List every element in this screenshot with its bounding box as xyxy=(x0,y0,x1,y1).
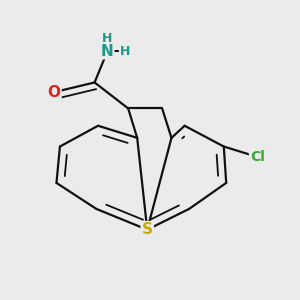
Text: S: S xyxy=(142,222,153,237)
Text: Cl: Cl xyxy=(250,150,265,164)
Text: H: H xyxy=(119,45,130,58)
Text: N: N xyxy=(101,44,114,59)
Text: H: H xyxy=(102,32,112,45)
Text: O: O xyxy=(47,85,61,100)
